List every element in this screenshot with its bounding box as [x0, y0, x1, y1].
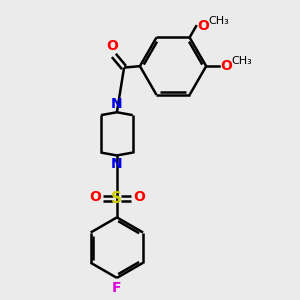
Text: N: N — [111, 97, 123, 111]
Text: O: O — [220, 59, 232, 73]
Text: O: O — [133, 190, 145, 204]
Text: N: N — [111, 157, 123, 171]
Text: S: S — [111, 191, 122, 206]
Text: O: O — [197, 19, 209, 33]
Text: F: F — [112, 281, 122, 295]
Text: CH₃: CH₃ — [231, 56, 252, 66]
Text: O: O — [106, 39, 119, 53]
Text: CH₃: CH₃ — [208, 16, 229, 26]
Text: O: O — [89, 190, 101, 204]
